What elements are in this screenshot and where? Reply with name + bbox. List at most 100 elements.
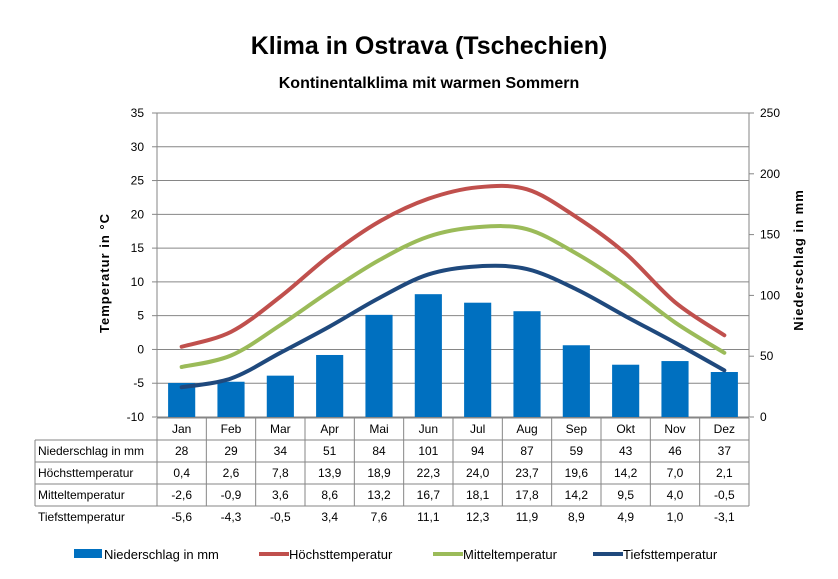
y-right-tick-label: 200 — [760, 167, 780, 181]
x-tick-label: Apr — [320, 422, 339, 436]
table-cell: 16,7 — [417, 488, 441, 502]
table-cell: -5,6 — [171, 510, 192, 524]
y-left-tick-label: 5 — [137, 309, 144, 323]
y-right-tick-label: 100 — [760, 288, 780, 302]
x-tick-label: Dez — [714, 422, 735, 436]
precipitation-bars — [168, 294, 738, 417]
x-tick-label: Okt — [616, 422, 635, 436]
high-temp-line — [179, 183, 727, 349]
table-cell: 13,9 — [318, 466, 342, 480]
table-cell: 3,6 — [272, 488, 289, 502]
table-cell: 51 — [323, 444, 337, 458]
table-row-label: Tiefsttemperatur — [38, 510, 125, 524]
table-cell: 46 — [668, 444, 682, 458]
precipitation-bar — [316, 354, 344, 417]
table-cell: 8,6 — [321, 488, 338, 502]
table-cell: 7,6 — [371, 510, 388, 524]
table-cell: 12,3 — [466, 510, 490, 524]
table-cell: 4,0 — [667, 488, 684, 502]
x-tick-label: Jun — [419, 422, 438, 436]
table-cell: 1,0 — [667, 510, 684, 524]
table-cell: 7,0 — [667, 466, 684, 480]
table-cell: -3,1 — [714, 510, 735, 524]
table-cell: 23,7 — [515, 466, 539, 480]
table-cell: 4,9 — [617, 510, 634, 524]
precipitation-bar — [661, 361, 689, 417]
table-cell: 87 — [520, 444, 534, 458]
y-right-tick-label: 150 — [760, 228, 780, 242]
table-cell: 13,2 — [367, 488, 391, 502]
y-left-tick-label: 35 — [131, 106, 145, 120]
temperature-lines — [179, 183, 727, 390]
precipitation-bar — [710, 372, 738, 417]
y-left-tick-label: 10 — [131, 275, 145, 289]
table-cell: 94 — [471, 444, 485, 458]
y-left-tick-label: 0 — [137, 342, 144, 356]
y-left-tick-label: 15 — [131, 241, 145, 255]
table-cell: 2,1 — [716, 466, 733, 480]
table-cell: 11,9 — [516, 510, 539, 524]
precipitation-bar — [266, 375, 294, 417]
legend-label: Niederschlag in mm — [104, 547, 219, 562]
y-left-tick-label: 20 — [131, 207, 145, 221]
table-cell: 17,8 — [515, 488, 539, 502]
x-tick-label: Aug — [516, 422, 537, 436]
legend-label: Mitteltemperatur — [463, 547, 558, 562]
x-tick-label: Jul — [470, 422, 485, 436]
table-cell: 59 — [570, 444, 584, 458]
table-cell: 14,2 — [565, 488, 589, 502]
table-row-label: Niederschlag in mm — [38, 444, 144, 458]
precipitation-bar — [464, 302, 492, 417]
mean-temp-line — [179, 224, 727, 370]
table-cell: -0,9 — [221, 488, 242, 502]
precipitation-bar — [217, 381, 245, 417]
table-cell: 84 — [372, 444, 386, 458]
table-cell: 29 — [224, 444, 238, 458]
low-temp-line — [179, 263, 727, 390]
chart-subtitle: Kontinentalklima mit warmen Sommern — [279, 75, 580, 92]
table-cell: 19,6 — [565, 466, 589, 480]
x-tick-label: Feb — [221, 422, 242, 436]
y-right-tick-label: 0 — [760, 410, 767, 424]
table-cell: -0,5 — [714, 488, 735, 502]
table-cell: 8,9 — [568, 510, 585, 524]
legend-swatch — [74, 549, 102, 558]
table-cell: 9,5 — [617, 488, 634, 502]
table-cell: 101 — [418, 444, 438, 458]
y-left-tick-label: -5 — [133, 376, 144, 390]
table-cell: 0,4 — [173, 466, 190, 480]
table-cell: 7,8 — [272, 466, 289, 480]
x-tick-label: Nov — [664, 422, 685, 436]
table-cell: 34 — [274, 444, 288, 458]
table-cell: 24,0 — [466, 466, 490, 480]
table-cell: 18,9 — [367, 466, 391, 480]
precipitation-bar — [612, 364, 640, 417]
table-cell: -4,3 — [221, 510, 242, 524]
precipitation-bar — [562, 345, 590, 417]
y-left-tick-label: -10 — [127, 410, 145, 424]
table-cell: 43 — [619, 444, 633, 458]
table-row-label: Höchsttemperatur — [38, 466, 133, 480]
table-cell: 22,3 — [417, 466, 441, 480]
x-tick-label: Mar — [270, 422, 291, 436]
table-cell: -2,6 — [171, 488, 192, 502]
table-row-label: Mitteltemperatur — [38, 488, 125, 502]
y-right-tick-label: 250 — [760, 106, 780, 120]
table-cell: 18,1 — [466, 488, 490, 502]
legend-label: Höchsttemperatur — [289, 547, 393, 562]
table-cell: -0,5 — [270, 510, 291, 524]
chart-title: Klima in Ostrava (Tschechien) — [251, 32, 608, 60]
x-tick-label: Jan — [172, 422, 191, 436]
y-left-tick-label: 25 — [131, 174, 145, 188]
y-left-tick-label: 30 — [131, 140, 145, 154]
x-tick-label: Mai — [369, 422, 388, 436]
precipitation-bar — [513, 311, 541, 417]
legend-label: Tiefsttemperatur — [623, 547, 718, 562]
data-table: Jan Feb Mar Apr Mai Jun Jul Aug Sep Okt Nov Dez Nied… — [34, 417, 750, 524]
table-cell: 2,6 — [223, 466, 240, 480]
y-right-tick-label: 50 — [760, 349, 774, 363]
y-right-axis-label: Niederschlag in mm — [791, 189, 806, 331]
legend: Niederschlag in mm Höchsttemperatur Mittel… — [74, 547, 718, 562]
